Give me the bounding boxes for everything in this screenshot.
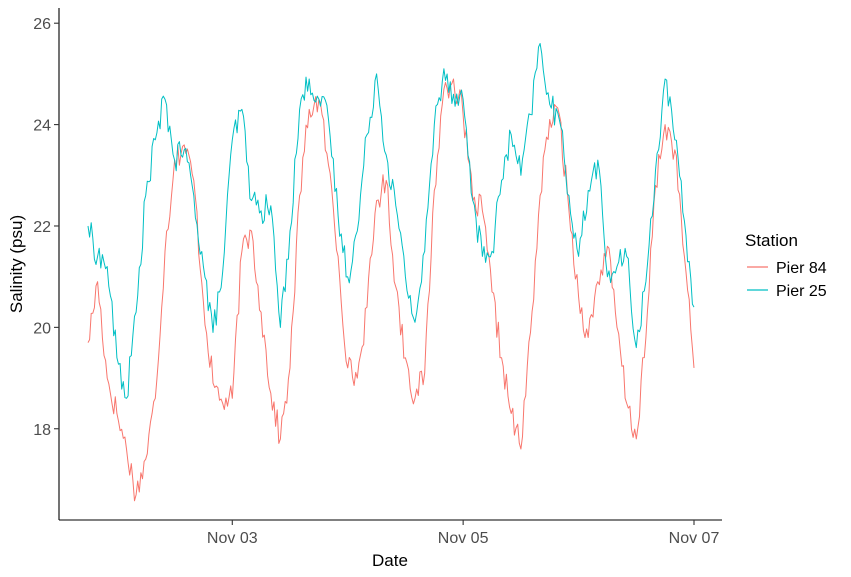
x-tick-label: Nov 07 [669,530,720,547]
legend-title: Station [745,231,798,250]
legend: Station Pier 84 Pier 25 [745,231,827,300]
y-tick-label: 24 [33,118,51,135]
y-tick-label: 20 [33,320,51,337]
x-ticks: Nov 03 Nov 05 Nov 07 [207,520,720,547]
legend-label-pier-25: Pier 25 [776,283,827,300]
x-axis-title: Date [372,551,408,570]
legend-label-pier-84: Pier 84 [776,260,827,277]
series-layer [87,43,695,502]
series-line-pier-84 [87,78,695,502]
y-axis-title: Salinity (psu) [7,215,26,313]
y-tick-label: 22 [33,219,51,236]
x-tick-label: Nov 05 [438,530,489,547]
y-ticks: 18 20 22 24 26 [33,16,59,439]
series-line-pier-25 [87,43,695,399]
y-tick-label: 26 [33,16,51,33]
x-tick-label: Nov 03 [207,530,258,547]
y-tick-label: 18 [33,422,51,439]
